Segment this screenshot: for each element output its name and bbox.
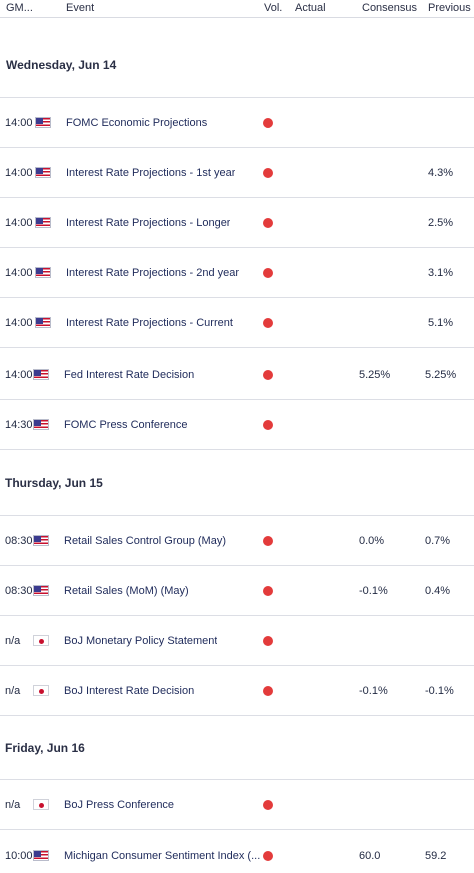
event-previous: 5.25% bbox=[425, 369, 457, 381]
day-label: Wednesday, Jun 14 bbox=[6, 58, 117, 72]
day-header-row: Thursday, Jun 15 bbox=[0, 450, 474, 516]
day-header-row: Friday, Jun 16 bbox=[0, 716, 474, 780]
event-time: 14:30 bbox=[5, 419, 33, 431]
high-volatility-icon bbox=[263, 636, 273, 646]
event-row[interactable]: n/a BoJ Interest Rate Decision -0.1% -0.… bbox=[0, 666, 474, 716]
event-previous: 0.7% bbox=[425, 535, 451, 547]
event-consensus: 60.0 bbox=[359, 850, 381, 862]
event-name[interactable]: BoJ Interest Rate Decision bbox=[64, 685, 195, 697]
event-previous: 5.1% bbox=[428, 317, 454, 329]
event-time: 14:00 bbox=[5, 117, 33, 129]
event-name[interactable]: FOMC Economic Projections bbox=[66, 117, 208, 129]
day-label: Friday, Jun 16 bbox=[5, 741, 85, 755]
event-previous: -0.1% bbox=[425, 685, 454, 697]
header-time[interactable]: GM... bbox=[6, 2, 33, 14]
event-previous: 3.1% bbox=[428, 267, 454, 279]
high-volatility-icon bbox=[263, 168, 273, 178]
event-time: 10:00 bbox=[5, 850, 33, 862]
event-row[interactable]: 14:00 Interest Rate Projections - Curren… bbox=[0, 298, 474, 348]
event-row[interactable]: 14:00 Interest Rate Projections - Longer… bbox=[0, 198, 474, 248]
jp-flag-icon bbox=[33, 799, 49, 810]
header-previous[interactable]: Previous bbox=[428, 2, 471, 14]
high-volatility-icon bbox=[263, 118, 273, 128]
day-label: Thursday, Jun 15 bbox=[5, 476, 103, 490]
event-time: 14:00 bbox=[5, 317, 33, 329]
event-name[interactable]: Retail Sales (MoM) (May) bbox=[64, 585, 189, 597]
event-name[interactable]: Interest Rate Projections - 1st year bbox=[66, 167, 236, 179]
event-time: n/a bbox=[5, 635, 21, 647]
jp-flag-icon bbox=[33, 685, 49, 696]
us-flag-icon bbox=[33, 535, 49, 546]
event-consensus: 0.0% bbox=[359, 535, 385, 547]
high-volatility-icon bbox=[263, 536, 273, 546]
event-name[interactable]: Interest Rate Projections - Longer bbox=[66, 217, 231, 229]
event-name[interactable]: Interest Rate Projections - Current bbox=[66, 317, 233, 329]
table-header: GM... Event Vol. Actual Consensus Previo… bbox=[0, 0, 474, 18]
event-time: 14:00 bbox=[5, 217, 33, 229]
event-consensus: -0.1% bbox=[359, 585, 388, 597]
day-header-row: Wednesday, Jun 14 bbox=[0, 18, 474, 98]
event-row[interactable]: 14:00 Fed Interest Rate Decision 5.25% 5… bbox=[0, 350, 474, 400]
high-volatility-icon bbox=[263, 686, 273, 696]
event-time: 08:30 bbox=[5, 535, 33, 547]
event-previous: 0.4% bbox=[425, 585, 451, 597]
high-volatility-icon bbox=[263, 586, 273, 596]
high-volatility-icon bbox=[263, 218, 273, 228]
high-volatility-icon bbox=[263, 800, 273, 810]
event-row[interactable]: 08:30 Retail Sales (MoM) (May) -0.1% 0.4… bbox=[0, 566, 474, 616]
event-consensus: -0.1% bbox=[359, 685, 388, 697]
event-row[interactable]: n/a BoJ Press Conference bbox=[0, 780, 474, 830]
event-time: 14:00 bbox=[5, 167, 33, 179]
jp-flag-icon bbox=[33, 635, 49, 646]
us-flag-icon bbox=[35, 317, 51, 328]
us-flag-icon bbox=[35, 117, 51, 128]
event-previous: 2.5% bbox=[428, 217, 454, 229]
event-row[interactable]: 10:00 Michigan Consumer Sentiment Index … bbox=[0, 830, 474, 873]
us-flag-icon bbox=[35, 217, 51, 228]
event-row[interactable]: 14:00 Interest Rate Projections - 2nd ye… bbox=[0, 248, 474, 298]
high-volatility-icon bbox=[263, 370, 273, 380]
us-flag-icon bbox=[33, 369, 49, 380]
event-name[interactable]: FOMC Press Conference bbox=[64, 419, 188, 431]
event-row[interactable]: 08:30 Retail Sales Control Group (May) 0… bbox=[0, 516, 474, 566]
us-flag-icon bbox=[35, 267, 51, 278]
event-time: n/a bbox=[5, 799, 21, 811]
high-volatility-icon bbox=[263, 851, 273, 861]
high-volatility-icon bbox=[263, 318, 273, 328]
event-previous: 59.2 bbox=[425, 850, 447, 862]
event-consensus: 5.25% bbox=[359, 369, 391, 381]
high-volatility-icon bbox=[263, 268, 273, 278]
high-volatility-icon bbox=[263, 420, 273, 430]
header-volatility[interactable]: Vol. bbox=[264, 2, 283, 14]
us-flag-icon bbox=[35, 167, 51, 178]
event-row[interactable]: 14:00 Interest Rate Projections - 1st ye… bbox=[0, 148, 474, 198]
event-name[interactable]: Fed Interest Rate Decision bbox=[64, 369, 195, 381]
header-consensus[interactable]: Consensus bbox=[362, 2, 418, 14]
header-event[interactable]: Event bbox=[66, 2, 95, 14]
event-time: 14:00 bbox=[5, 267, 33, 279]
event-time: n/a bbox=[5, 685, 21, 697]
event-row[interactable]: n/a BoJ Monetary Policy Statement bbox=[0, 616, 474, 666]
event-name[interactable]: BoJ Press Conference bbox=[64, 799, 175, 811]
event-name[interactable]: BoJ Monetary Policy Statement bbox=[64, 635, 218, 647]
event-row[interactable]: 14:00 FOMC Economic Projections bbox=[0, 98, 474, 148]
header-actual[interactable]: Actual bbox=[295, 2, 326, 14]
event-previous: 4.3% bbox=[428, 167, 454, 179]
event-row[interactable]: 14:30 FOMC Press Conference bbox=[0, 400, 474, 450]
us-flag-icon bbox=[33, 419, 49, 430]
us-flag-icon bbox=[33, 585, 49, 596]
event-name[interactable]: Interest Rate Projections - 2nd year bbox=[66, 267, 240, 279]
event-name[interactable]: Retail Sales Control Group (May) bbox=[64, 535, 227, 547]
event-time: 08:30 bbox=[5, 585, 33, 597]
event-time: 14:00 bbox=[5, 369, 33, 381]
event-name[interactable]: Michigan Consumer Sentiment Index (... bbox=[64, 850, 260, 862]
us-flag-icon bbox=[33, 850, 49, 861]
